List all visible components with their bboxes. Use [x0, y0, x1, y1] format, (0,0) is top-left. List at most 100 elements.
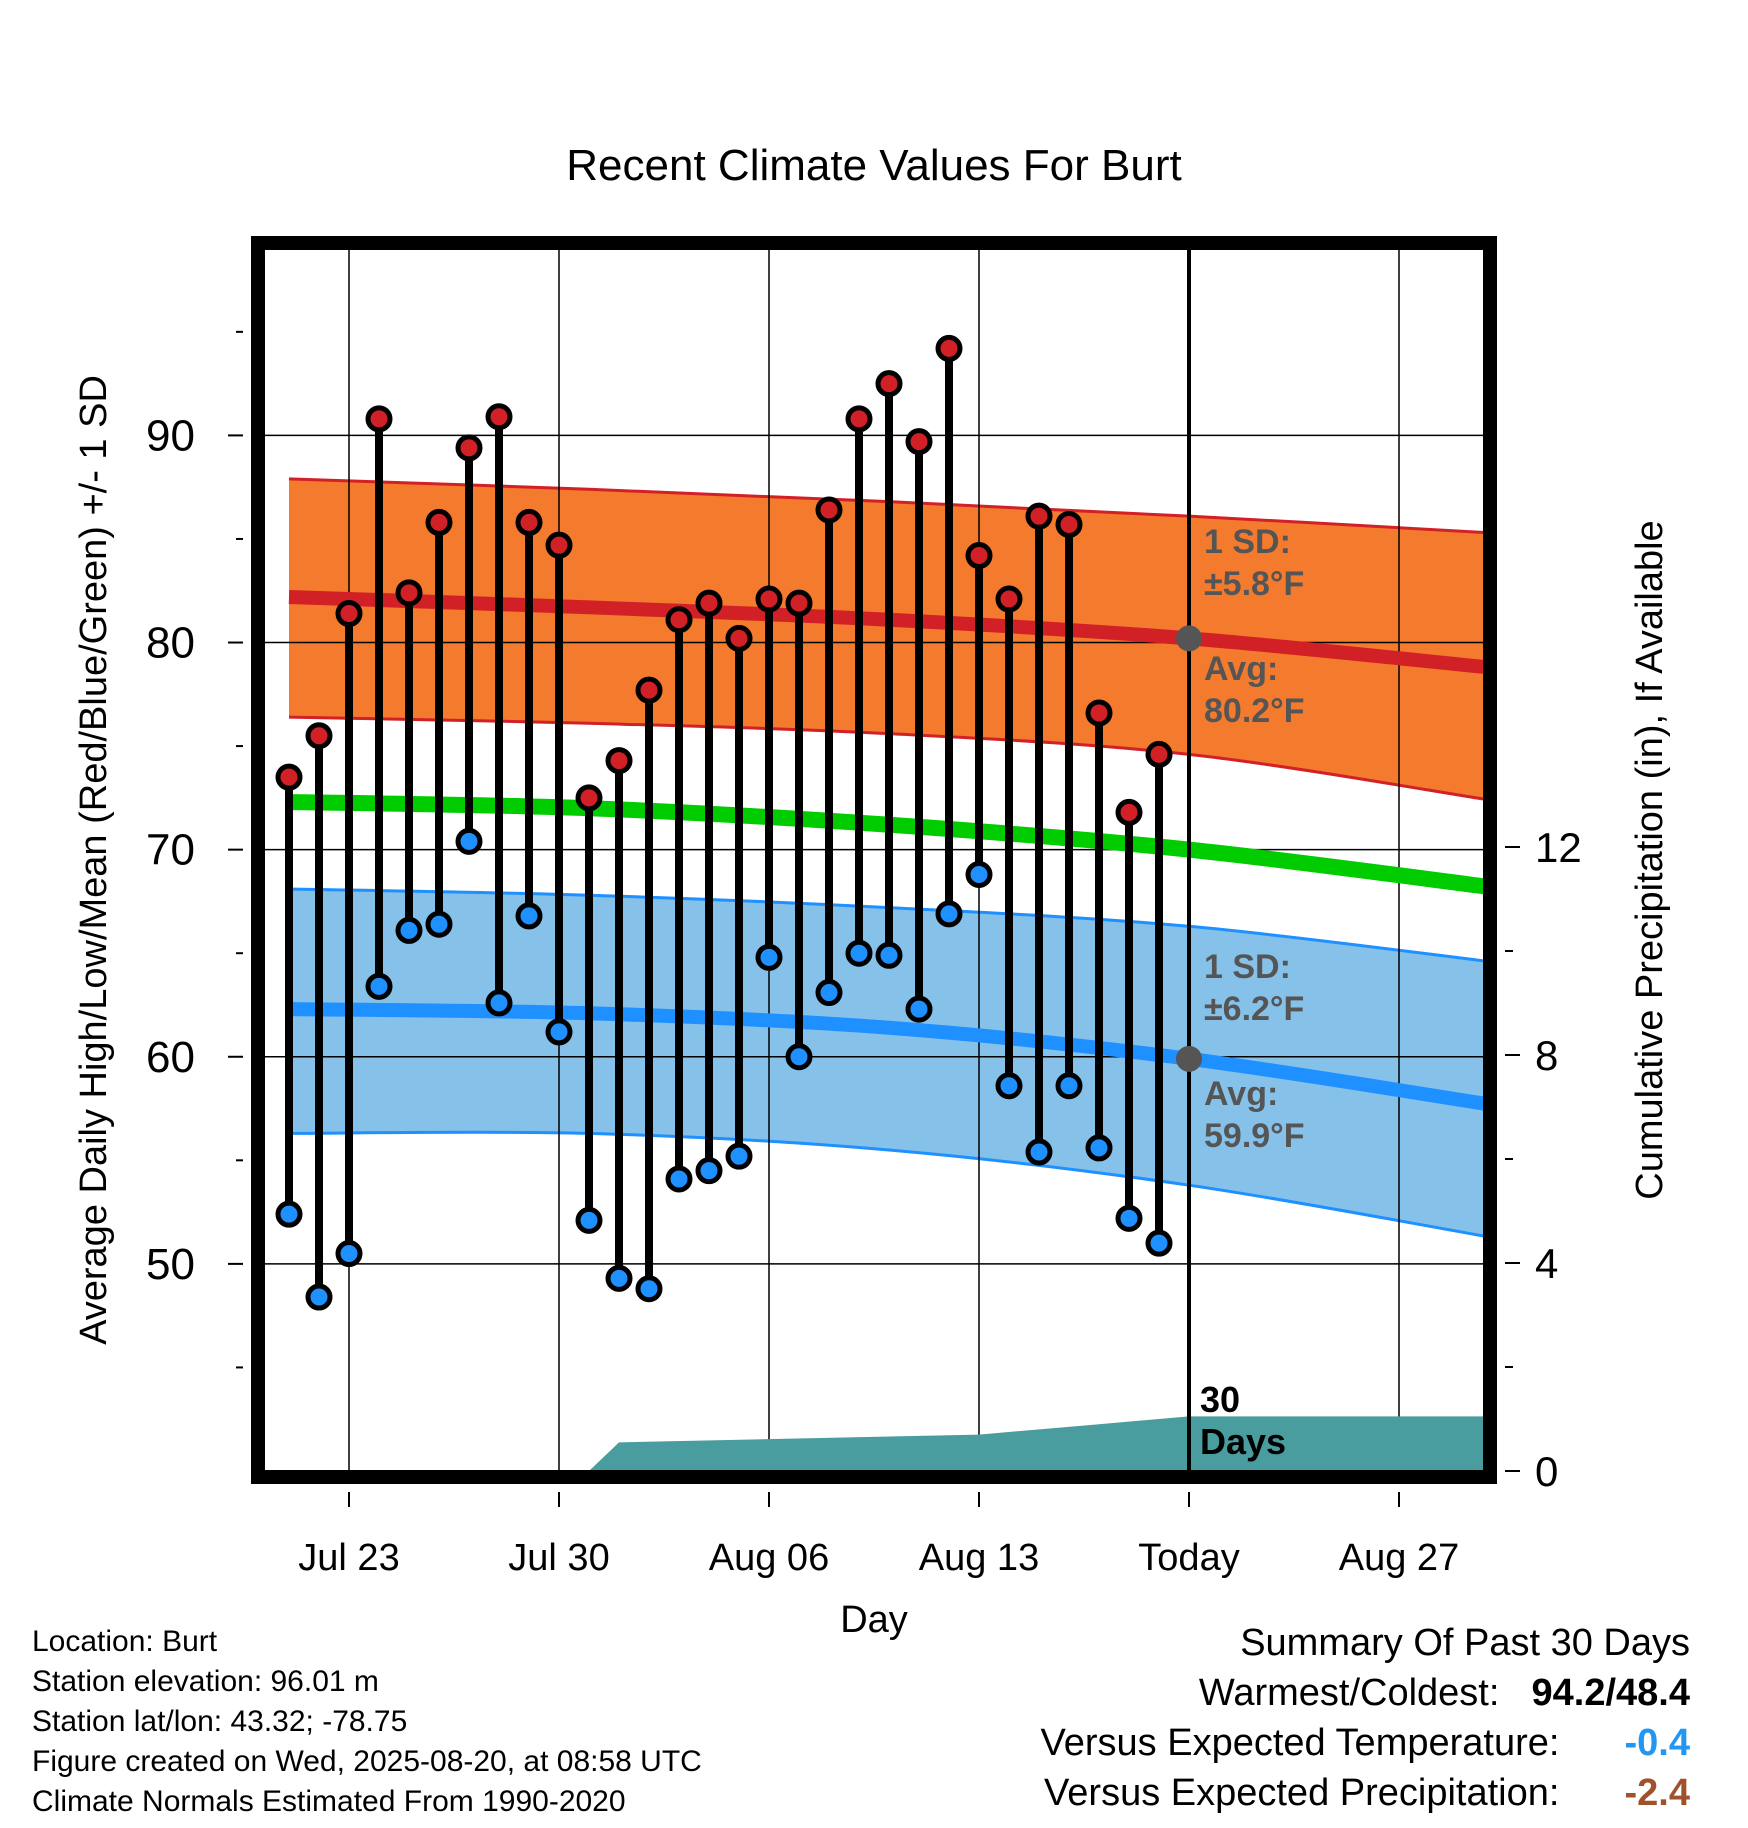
y-tick-label: 50	[146, 1240, 195, 1289]
low-point	[785, 1043, 813, 1071]
high-point	[635, 676, 663, 704]
y-tick-label: 60	[146, 1033, 195, 1082]
today-group	[1176, 249, 1202, 1471]
low-avg-label: Avg:	[1204, 1075, 1278, 1113]
normals-text: Climate Normals Estimated From 1990-2020	[32, 1785, 626, 1818]
summary-title: Summary Of Past 30 Days	[1240, 1622, 1690, 1664]
high-point	[455, 434, 483, 462]
location-text: Location: Burt	[32, 1625, 218, 1658]
high-point	[1115, 798, 1143, 826]
precip-area	[289, 1416, 1484, 1471]
y2-tick-label: 8	[1535, 1032, 1558, 1079]
low-point	[515, 902, 543, 930]
high-point	[755, 585, 783, 613]
low-point	[1145, 1229, 1173, 1257]
low-point	[755, 943, 783, 971]
low-point	[665, 1165, 693, 1193]
high-point	[995, 585, 1023, 613]
high-point	[605, 747, 633, 775]
low-point	[1085, 1134, 1113, 1162]
plot-frame	[251, 236, 1497, 1484]
low-point	[935, 900, 963, 928]
low-point	[455, 827, 483, 855]
high-point	[305, 722, 333, 750]
x-tick-label: Aug 13	[919, 1537, 1039, 1579]
precip-label: Versus Expected Precipitation:	[1044, 1772, 1560, 1814]
low-point	[335, 1240, 363, 1268]
period-number: 30	[1200, 1379, 1240, 1420]
low-point	[635, 1275, 663, 1303]
high-point	[905, 428, 933, 456]
high-sd-value: ±5.8°F	[1204, 565, 1304, 603]
low-point	[1055, 1072, 1083, 1100]
low-avg-value: 59.9°F	[1204, 1117, 1305, 1155]
high-point	[1085, 699, 1113, 727]
low-point	[905, 995, 933, 1023]
high-point	[845, 405, 873, 433]
low-point	[575, 1206, 603, 1234]
y2-axis-label: Cumulative Precipitation (in), If Availa…	[1629, 520, 1671, 1199]
chart-title: Recent Climate Values For Burt	[566, 141, 1181, 190]
daily-stems	[285, 348, 1163, 1298]
x-tick-label: Jul 30	[508, 1537, 609, 1579]
high-point	[665, 606, 693, 634]
y2-tick-label: 4	[1535, 1240, 1558, 1287]
annotations: 1 SD: ±5.8°F Avg: 80.2°F 1 SD: ±6.2°F Av…	[1200, 523, 1305, 1462]
high-point	[425, 508, 453, 536]
low-sd-value: ±6.2°F	[1204, 990, 1304, 1028]
high-point	[1145, 740, 1173, 768]
elevation-text: Station elevation: 96.01 m	[32, 1665, 379, 1698]
x-tick-label: Jul 23	[298, 1537, 399, 1579]
x-tick-label: Today	[1138, 1537, 1239, 1579]
low-point	[605, 1264, 633, 1292]
high-point	[335, 600, 363, 628]
low-point	[995, 1072, 1023, 1100]
high-point	[1025, 502, 1053, 530]
high-point	[965, 542, 993, 570]
low-avg-marker	[1176, 1045, 1202, 1072]
y2-tick-label: 12	[1535, 824, 1582, 871]
high-avg-label: Avg:	[1204, 650, 1278, 688]
low-point	[485, 989, 513, 1017]
high-avg-marker	[1176, 625, 1202, 652]
high-point	[515, 508, 543, 536]
x-axis-label: Day	[840, 1599, 908, 1641]
low-point	[425, 910, 453, 938]
precip-value: -2.4	[1624, 1772, 1690, 1814]
created-text: Figure created on Wed, 2025-08-20, at 08…	[32, 1745, 702, 1778]
low-point	[815, 979, 843, 1007]
y-tick-label: 80	[146, 619, 195, 668]
low-point	[1025, 1138, 1053, 1166]
high-point	[935, 334, 963, 362]
low-point	[545, 1018, 573, 1046]
precip-area-group	[289, 1416, 1484, 1471]
daily-points	[275, 334, 1173, 1311]
low-sd-label: 1 SD:	[1204, 948, 1291, 986]
temp-label: Versus Expected Temperature:	[1040, 1722, 1560, 1764]
low-mean-line	[288, 1002, 1484, 1111]
low-point	[395, 916, 423, 944]
latlon-text: Station lat/lon: 43.32; -78.75	[32, 1705, 408, 1738]
high-point	[695, 589, 723, 617]
high-point	[1055, 510, 1083, 538]
station-info: Location: Burt Station elevation: 96.01 …	[32, 1622, 702, 1822]
warm-cold-label: Warmest/Coldest:	[1198, 1672, 1500, 1714]
y-axis-label: Average Daily High/Low/Mean (Red/Blue/Gr…	[73, 375, 115, 1345]
axis-ticks: 50 60 70 80 90 0 4 8 12 Jul 23 Jul 30 Aug 06 Aug 13 T…	[146, 330, 1582, 1579]
high-sd-label: 1 SD:	[1204, 523, 1291, 561]
high-point	[545, 531, 573, 559]
high-point	[275, 763, 303, 791]
low-point	[725, 1142, 753, 1170]
low-point	[845, 939, 873, 967]
low-point	[365, 972, 393, 1000]
high-point	[365, 405, 393, 433]
y2-tick-label: 0	[1535, 1448, 1558, 1495]
x-tick-label: Aug 06	[709, 1537, 829, 1579]
summary-panel: Summary Of Past 30 Days Warmest/Coldest:…	[1041, 1618, 1690, 1818]
low-point	[1115, 1204, 1143, 1232]
high-point	[875, 370, 903, 398]
low-point	[875, 941, 903, 969]
high-point	[485, 403, 513, 431]
high-point	[785, 589, 813, 617]
high-point	[395, 579, 423, 607]
